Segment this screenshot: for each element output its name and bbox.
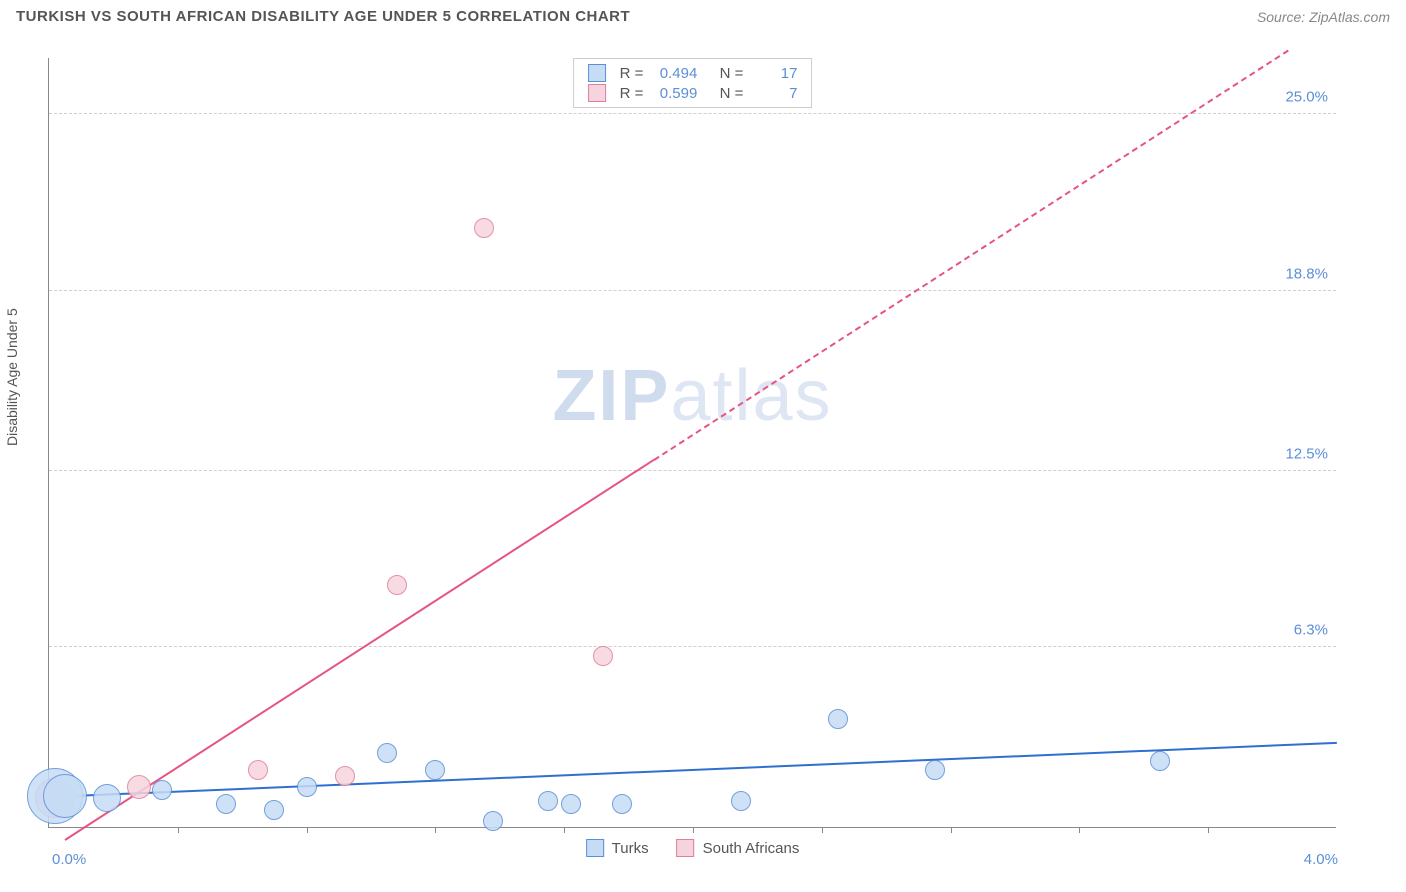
- legend-label: Turks: [612, 840, 649, 857]
- south-africans-data-point: [593, 646, 613, 666]
- legend-item: South Africans: [677, 839, 800, 857]
- south-africans-data-point: [248, 760, 268, 780]
- y-tick-label: 25.0%: [1285, 89, 1328, 106]
- x-tick-mark: [564, 827, 565, 833]
- stats-n-value: 7: [751, 85, 797, 102]
- stats-n-value: 17: [751, 65, 797, 82]
- stats-r-value: 0.599: [651, 85, 697, 102]
- x-tick-mark: [693, 827, 694, 833]
- stats-r-label: R =: [620, 85, 644, 102]
- gridline: [49, 290, 1336, 291]
- turks-data-point: [93, 784, 121, 812]
- stats-legend-row: R = 0.599 N = 7: [588, 83, 798, 103]
- turks-data-point: [925, 760, 945, 780]
- chart-plot-area: ZIPatlas R = 0.494 N = 17R = 0.599 N = 7…: [48, 58, 1336, 828]
- x-tick-mark: [1079, 827, 1080, 833]
- turks-data-point: [216, 794, 236, 814]
- x-tick-mark: [1208, 827, 1209, 833]
- south-africans-data-point: [387, 575, 407, 595]
- turks-data-point: [612, 794, 632, 814]
- turks-data-point: [152, 780, 172, 800]
- stats-legend-box: R = 0.494 N = 17R = 0.599 N = 7: [573, 58, 813, 108]
- turks-data-point: [1150, 751, 1170, 771]
- legend-label: South Africans: [703, 840, 800, 857]
- turks-data-point: [377, 743, 397, 763]
- turks-data-point: [483, 811, 503, 831]
- y-tick-label: 12.5%: [1285, 445, 1328, 462]
- stats-n-label: N =: [711, 85, 743, 102]
- legend-swatch-icon: [586, 839, 604, 857]
- x-tick-mark: [178, 827, 179, 833]
- south-africans-data-point: [127, 775, 151, 799]
- turks-data-point: [425, 760, 445, 780]
- legend-swatch-icon: [588, 64, 606, 82]
- turks-data-point: [297, 777, 317, 797]
- stats-legend-row: R = 0.494 N = 17: [588, 63, 798, 83]
- x-tick-mark: [307, 827, 308, 833]
- turks-data-point: [731, 791, 751, 811]
- turks-data-point: [828, 709, 848, 729]
- chart-title: TURKISH VS SOUTH AFRICAN DISABILITY AGE …: [16, 8, 630, 25]
- legend-item: Turks: [586, 839, 649, 857]
- stats-r-label: R =: [620, 65, 644, 82]
- x-axis-min-label: 0.0%: [52, 851, 86, 868]
- x-tick-mark: [822, 827, 823, 833]
- x-tick-mark: [951, 827, 952, 833]
- watermark: ZIPatlas: [552, 355, 832, 437]
- gridline: [49, 113, 1336, 114]
- turks-trend-line: [49, 742, 1337, 798]
- gridline: [49, 646, 1336, 647]
- turks-data-point: [538, 791, 558, 811]
- gridline: [49, 470, 1336, 471]
- turks-data-point: [264, 800, 284, 820]
- y-tick-label: 6.3%: [1294, 622, 1328, 639]
- x-tick-mark: [435, 827, 436, 833]
- turks-data-point: [561, 794, 581, 814]
- south-africans-trend-line: [654, 49, 1289, 460]
- legend-swatch-icon: [677, 839, 695, 857]
- legend-swatch-icon: [588, 84, 606, 102]
- stats-r-value: 0.494: [651, 65, 697, 82]
- series-legend: Turks South Africans: [586, 839, 800, 857]
- stats-n-label: N =: [711, 65, 743, 82]
- y-axis-label: Disability Age Under 5: [4, 308, 20, 446]
- south-africans-data-point: [335, 766, 355, 786]
- chart-source: Source: ZipAtlas.com: [1257, 9, 1390, 25]
- x-axis-max-label: 4.0%: [1304, 851, 1338, 868]
- turks-data-point: [43, 774, 87, 818]
- y-tick-label: 18.8%: [1285, 265, 1328, 282]
- south-africans-data-point: [474, 218, 494, 238]
